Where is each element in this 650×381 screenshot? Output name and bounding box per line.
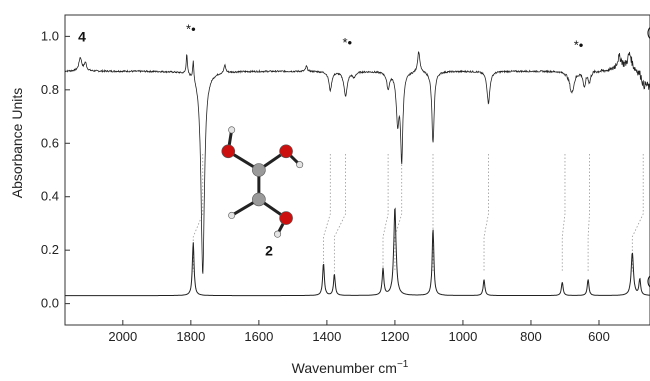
- atom-O: [279, 144, 293, 159]
- x-tick-label: 1000: [448, 329, 477, 344]
- x-tick-label: 1600: [244, 329, 273, 344]
- peak-connector: [631, 153, 644, 272]
- y-tick-label: 0.2: [41, 242, 59, 257]
- compound-label: 4: [78, 29, 86, 45]
- series-b-line: [64, 51, 650, 274]
- peak-connector: [561, 153, 566, 272]
- atom-H: [274, 230, 282, 238]
- y-axis-title: Absorbance Units: [9, 88, 25, 199]
- y-tick-label: 0.0: [41, 296, 59, 311]
- molecule-structure: [221, 126, 304, 238]
- x-axis-title: Wavenumber cm−1: [292, 359, 409, 376]
- x-axis-title-superscript: −1: [397, 359, 409, 370]
- trace-label: (a: [647, 273, 650, 288]
- peak-connector: [333, 153, 346, 272]
- atom-O: [221, 144, 236, 159]
- series-a-line: [65, 207, 650, 297]
- band-marker: *•: [186, 22, 196, 37]
- y-tick-label: 1.0: [41, 28, 59, 43]
- atom-H: [228, 126, 236, 134]
- y-tick-label: 0.6: [41, 135, 59, 150]
- x-tick-label: 800: [520, 329, 542, 344]
- y-tick-label: 0.8: [41, 82, 59, 97]
- axes: 2000 1800 1600 1400 1200 1000 800 600 0.0 0.2 0.4 0…: [41, 28, 610, 344]
- x-tick-label: 1400: [312, 329, 341, 344]
- y-tick-label: 0.4: [41, 189, 59, 204]
- band-marker: *•: [342, 35, 352, 50]
- x-tick-label: 1800: [176, 329, 205, 344]
- x-tick-label: 2000: [108, 329, 137, 344]
- peak-connector: [483, 153, 489, 272]
- peak-connector: [382, 153, 389, 272]
- band-marker: *•: [574, 38, 584, 53]
- atom-C: [252, 192, 266, 207]
- annotations: *• *• *• 4 2 (b (a: [78, 22, 650, 288]
- x-axis-title-text: Wavenumber cm: [292, 360, 397, 376]
- x-tick-label: 1200: [380, 329, 409, 344]
- peak-connector: [192, 153, 204, 272]
- atom-O: [279, 211, 293, 225]
- x-tick-label: 600: [588, 329, 610, 344]
- peak-connector: [323, 153, 331, 272]
- atom-C: [252, 163, 266, 177]
- peak-connector: [587, 153, 590, 272]
- spectrum-traces: [64, 51, 650, 297]
- trace-label: (b: [647, 24, 650, 39]
- atom-H: [228, 211, 236, 219]
- atom-H: [296, 161, 304, 169]
- plot-frame: [64, 14, 650, 326]
- compound-label: 2: [265, 243, 273, 259]
